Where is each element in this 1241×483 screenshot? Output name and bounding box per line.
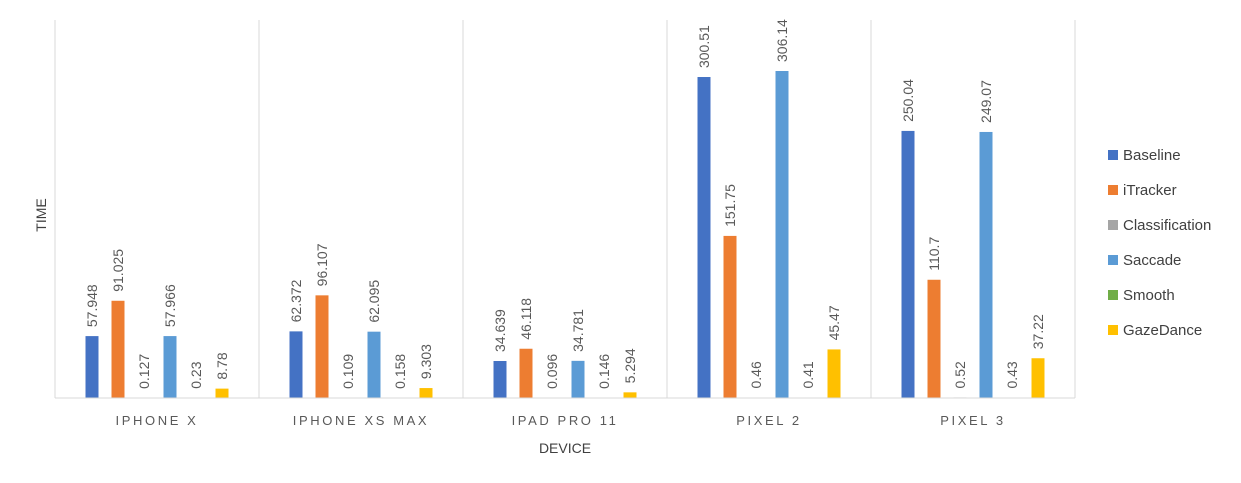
category-gridlines	[54, 20, 1076, 398]
bar	[519, 348, 533, 398]
data-label: 0.127	[136, 354, 152, 389]
data-label: 45.47	[826, 305, 842, 340]
data-label: 62.095	[366, 280, 382, 323]
y-axis-title: TIME	[33, 198, 49, 231]
bar	[775, 71, 789, 398]
legend-label: Saccade	[1123, 252, 1181, 269]
data-label: 46.118	[518, 298, 534, 340]
bar	[315, 295, 329, 398]
data-label: 300.51	[696, 25, 712, 68]
legend-swatch	[1108, 185, 1118, 195]
data-label: 37.22	[1030, 314, 1046, 349]
legend-swatch	[1108, 220, 1118, 230]
data-label: 0.23	[188, 361, 204, 388]
bar	[289, 331, 303, 398]
bar	[1031, 358, 1045, 398]
data-label: 62.372	[288, 279, 304, 322]
bar	[215, 388, 229, 398]
data-label: 96.107	[314, 243, 330, 286]
data-label: 0.158	[392, 354, 408, 389]
legend: Baseline iTracker Classification Saccade Smo…	[1108, 147, 1211, 339]
legend-swatch	[1108, 150, 1118, 160]
data-label: 151.75	[722, 184, 738, 227]
legend-label: Baseline	[1123, 147, 1181, 164]
bar	[367, 331, 381, 398]
data-label: 0.096	[544, 354, 560, 389]
bar	[901, 130, 915, 398]
bar	[623, 392, 637, 398]
category-label: IPHONE X	[116, 413, 199, 428]
bar	[979, 131, 993, 398]
data-label: 57.966	[162, 284, 178, 327]
data-label: 0.109	[340, 354, 356, 389]
legend-swatch	[1108, 255, 1118, 265]
legend-label: iTracker	[1123, 182, 1177, 199]
data-label: 306.14	[774, 19, 790, 62]
data-label: 110.7	[926, 237, 942, 271]
category-label: IPAD PRO 11	[512, 413, 619, 428]
legend-swatch	[1108, 325, 1118, 335]
bar	[697, 77, 711, 399]
category-labels: IPHONE X IPHONE XS MAX IPAD PRO 11 PIXEL 2 P…	[116, 413, 1005, 428]
data-label: 0.146	[596, 354, 612, 389]
data-label: 0.41	[800, 361, 816, 388]
data-label: 249.07	[978, 80, 994, 123]
data-label: 34.639	[492, 309, 508, 352]
bar	[927, 279, 941, 398]
category-label: PIXEL 3	[940, 413, 1005, 428]
data-labels: 57.948 91.025 0.127 57.966 0.23 8.78 62.372 96.…	[84, 19, 1046, 389]
x-axis-title: DEVICE	[539, 440, 591, 456]
data-label: 0.43	[1004, 361, 1020, 388]
legend-label: Classification	[1123, 217, 1211, 234]
bar	[493, 361, 507, 398]
bar	[723, 235, 737, 398]
bar-series	[85, 71, 1045, 399]
data-label: 34.781	[570, 309, 586, 352]
category-label: PIXEL 2	[736, 413, 801, 428]
data-label: 57.948	[84, 284, 100, 327]
category-label: IPHONE XS MAX	[293, 413, 429, 428]
bar	[419, 388, 433, 398]
bar	[163, 336, 177, 398]
data-label: 0.46	[748, 361, 764, 388]
legend-label: Smooth	[1123, 287, 1175, 304]
data-label: 91.025	[110, 249, 126, 292]
data-label: 9.303	[418, 344, 434, 379]
data-label: 5.294	[622, 348, 638, 383]
legend-label: GazeDance	[1123, 322, 1202, 339]
data-label: 0.52	[952, 361, 968, 388]
data-label: 250.04	[900, 79, 916, 122]
bar	[827, 349, 841, 398]
bar	[85, 336, 99, 398]
bar	[111, 300, 125, 398]
bar	[571, 360, 585, 398]
data-label: 8.78	[214, 352, 230, 379]
legend-swatch	[1108, 290, 1118, 300]
